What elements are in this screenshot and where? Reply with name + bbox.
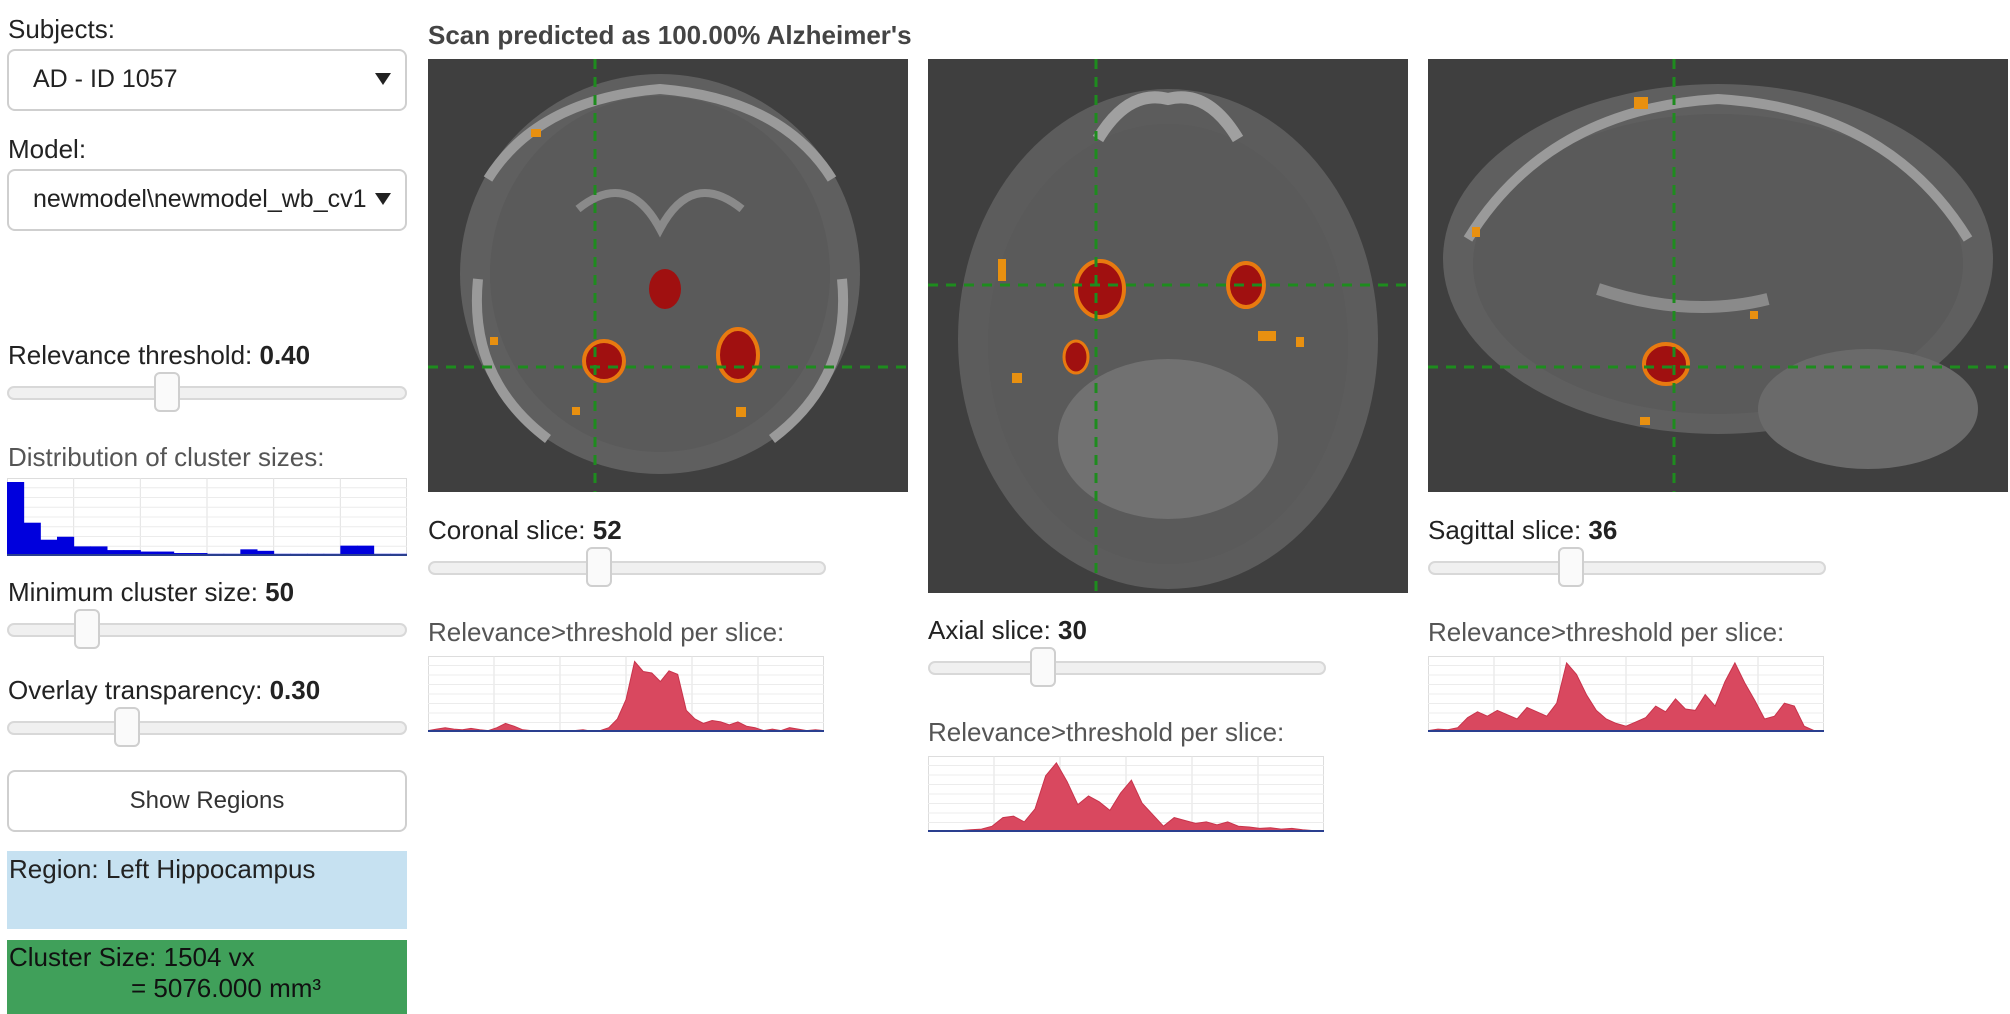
chevron-down-icon bbox=[375, 193, 391, 205]
min-cluster-label: Minimum cluster size: 50 bbox=[8, 577, 294, 608]
slider-track bbox=[7, 623, 407, 637]
coronal-slice-slider[interactable] bbox=[428, 547, 826, 587]
slider-track bbox=[7, 721, 407, 735]
sagittal-relevance-chart bbox=[1428, 656, 1824, 732]
histogram-bar bbox=[340, 545, 358, 556]
transparency-label: Overlay transparency: 0.30 bbox=[8, 675, 320, 706]
slider-track bbox=[428, 561, 826, 575]
histogram-bar bbox=[140, 551, 158, 556]
relevance-area bbox=[1428, 661, 1824, 732]
histogram-bar bbox=[40, 539, 58, 556]
axial-chart-label: Relevance>threshold per slice: bbox=[928, 717, 1285, 747]
cluster-size-line2: = 5076.000 mm³ bbox=[131, 973, 322, 1003]
cluster-size-line1: Cluster Size: 1504 vx bbox=[9, 942, 255, 972]
coronal-slice-value: 52 bbox=[592, 515, 622, 545]
histogram-bar bbox=[123, 550, 141, 556]
min-cluster-label-text: Minimum cluster size: bbox=[8, 577, 266, 607]
coronal-relevance-chart bbox=[428, 656, 824, 732]
transparency-slider[interactable] bbox=[7, 707, 407, 747]
distribution-label: Distribution of cluster sizes: bbox=[8, 442, 325, 472]
histogram-bar bbox=[107, 550, 125, 556]
sagittal-slice-label-text: Sagittal slice: bbox=[1428, 515, 1589, 545]
axial-view[interactable] bbox=[928, 59, 1408, 593]
histogram-bar bbox=[23, 522, 41, 556]
slider-thumb[interactable] bbox=[114, 707, 140, 747]
slider-track bbox=[928, 661, 1326, 675]
axial-slice-label: Axial slice: 30 bbox=[928, 615, 1087, 646]
histogram-bar bbox=[73, 546, 91, 556]
min-cluster-slider[interactable] bbox=[7, 609, 407, 649]
threshold-slider[interactable] bbox=[7, 372, 407, 412]
cluster-size-histogram bbox=[7, 478, 407, 556]
histogram-bar bbox=[7, 482, 25, 556]
min-cluster-value: 50 bbox=[265, 577, 295, 607]
subject-select[interactable]: AD - ID 1057 bbox=[7, 49, 407, 111]
prediction-title: Scan predicted as 100.00% Alzheimer's bbox=[428, 20, 912, 50]
axial-relevance-chart bbox=[928, 756, 1324, 832]
histogram-bar bbox=[57, 536, 75, 556]
threshold-value: 0.40 bbox=[259, 340, 311, 370]
coronal-view[interactable] bbox=[428, 59, 908, 492]
axial-slice-value: 30 bbox=[1058, 615, 1087, 645]
model-select-value: newmodel\newmodel_wb_cv1 bbox=[33, 185, 367, 213]
sagittal-slice-value: 36 bbox=[1588, 515, 1618, 545]
slider-thumb[interactable] bbox=[154, 372, 180, 412]
cluster-size-box: Cluster Size: 1504 vx = 5076.000 mm³ bbox=[7, 940, 407, 1014]
slider-thumb[interactable] bbox=[586, 547, 613, 587]
axial-slice-slider[interactable] bbox=[928, 647, 1326, 687]
axial-brain-image bbox=[928, 59, 1408, 593]
threshold-label-text: Relevance threshold: bbox=[8, 340, 260, 370]
coronal-chart-label: Relevance>threshold per slice: bbox=[428, 617, 785, 647]
transparency-label-text: Overlay transparency: bbox=[8, 675, 270, 705]
slider-thumb[interactable] bbox=[74, 609, 100, 649]
histogram-bar bbox=[357, 545, 375, 556]
model-select[interactable]: newmodel\newmodel_wb_cv1 bbox=[7, 169, 407, 231]
coronal-slice-label: Coronal slice: 52 bbox=[428, 515, 622, 546]
subjects-label: Subjects: bbox=[8, 14, 115, 44]
slider-thumb[interactable] bbox=[1030, 647, 1057, 687]
coronal-slice-label-text: Coronal slice: bbox=[428, 515, 593, 545]
slider-track bbox=[1428, 561, 1826, 575]
threshold-label: Relevance threshold: 0.40 bbox=[8, 340, 310, 371]
region-text: Region: Left Hippocampus bbox=[9, 854, 316, 884]
coronal-brain-image bbox=[428, 59, 908, 492]
sagittal-view[interactable] bbox=[1428, 59, 2008, 492]
model-label: Model: bbox=[8, 134, 87, 164]
relevance-area bbox=[928, 762, 1324, 832]
subject-select-value: AD - ID 1057 bbox=[33, 65, 178, 93]
chevron-down-icon bbox=[375, 73, 391, 85]
transparency-value: 0.30 bbox=[269, 675, 321, 705]
histogram-bar bbox=[90, 546, 108, 556]
slider-track bbox=[7, 386, 407, 400]
show-regions-button[interactable]: Show Regions bbox=[7, 770, 407, 832]
slider-thumb[interactable] bbox=[1558, 547, 1585, 587]
region-info-box: Region: Left Hippocampus bbox=[7, 851, 407, 929]
histogram-bar bbox=[240, 549, 258, 556]
sagittal-slice-label: Sagittal slice: 36 bbox=[1428, 515, 1617, 546]
sagittal-brain-image bbox=[1428, 59, 2008, 492]
sagittal-chart-label: Relevance>threshold per slice: bbox=[1428, 617, 1785, 647]
histogram-bar bbox=[157, 551, 175, 556]
sagittal-slice-slider[interactable] bbox=[1428, 547, 1826, 587]
axial-slice-label-text: Axial slice: bbox=[928, 615, 1059, 645]
histogram-bar bbox=[257, 550, 275, 556]
